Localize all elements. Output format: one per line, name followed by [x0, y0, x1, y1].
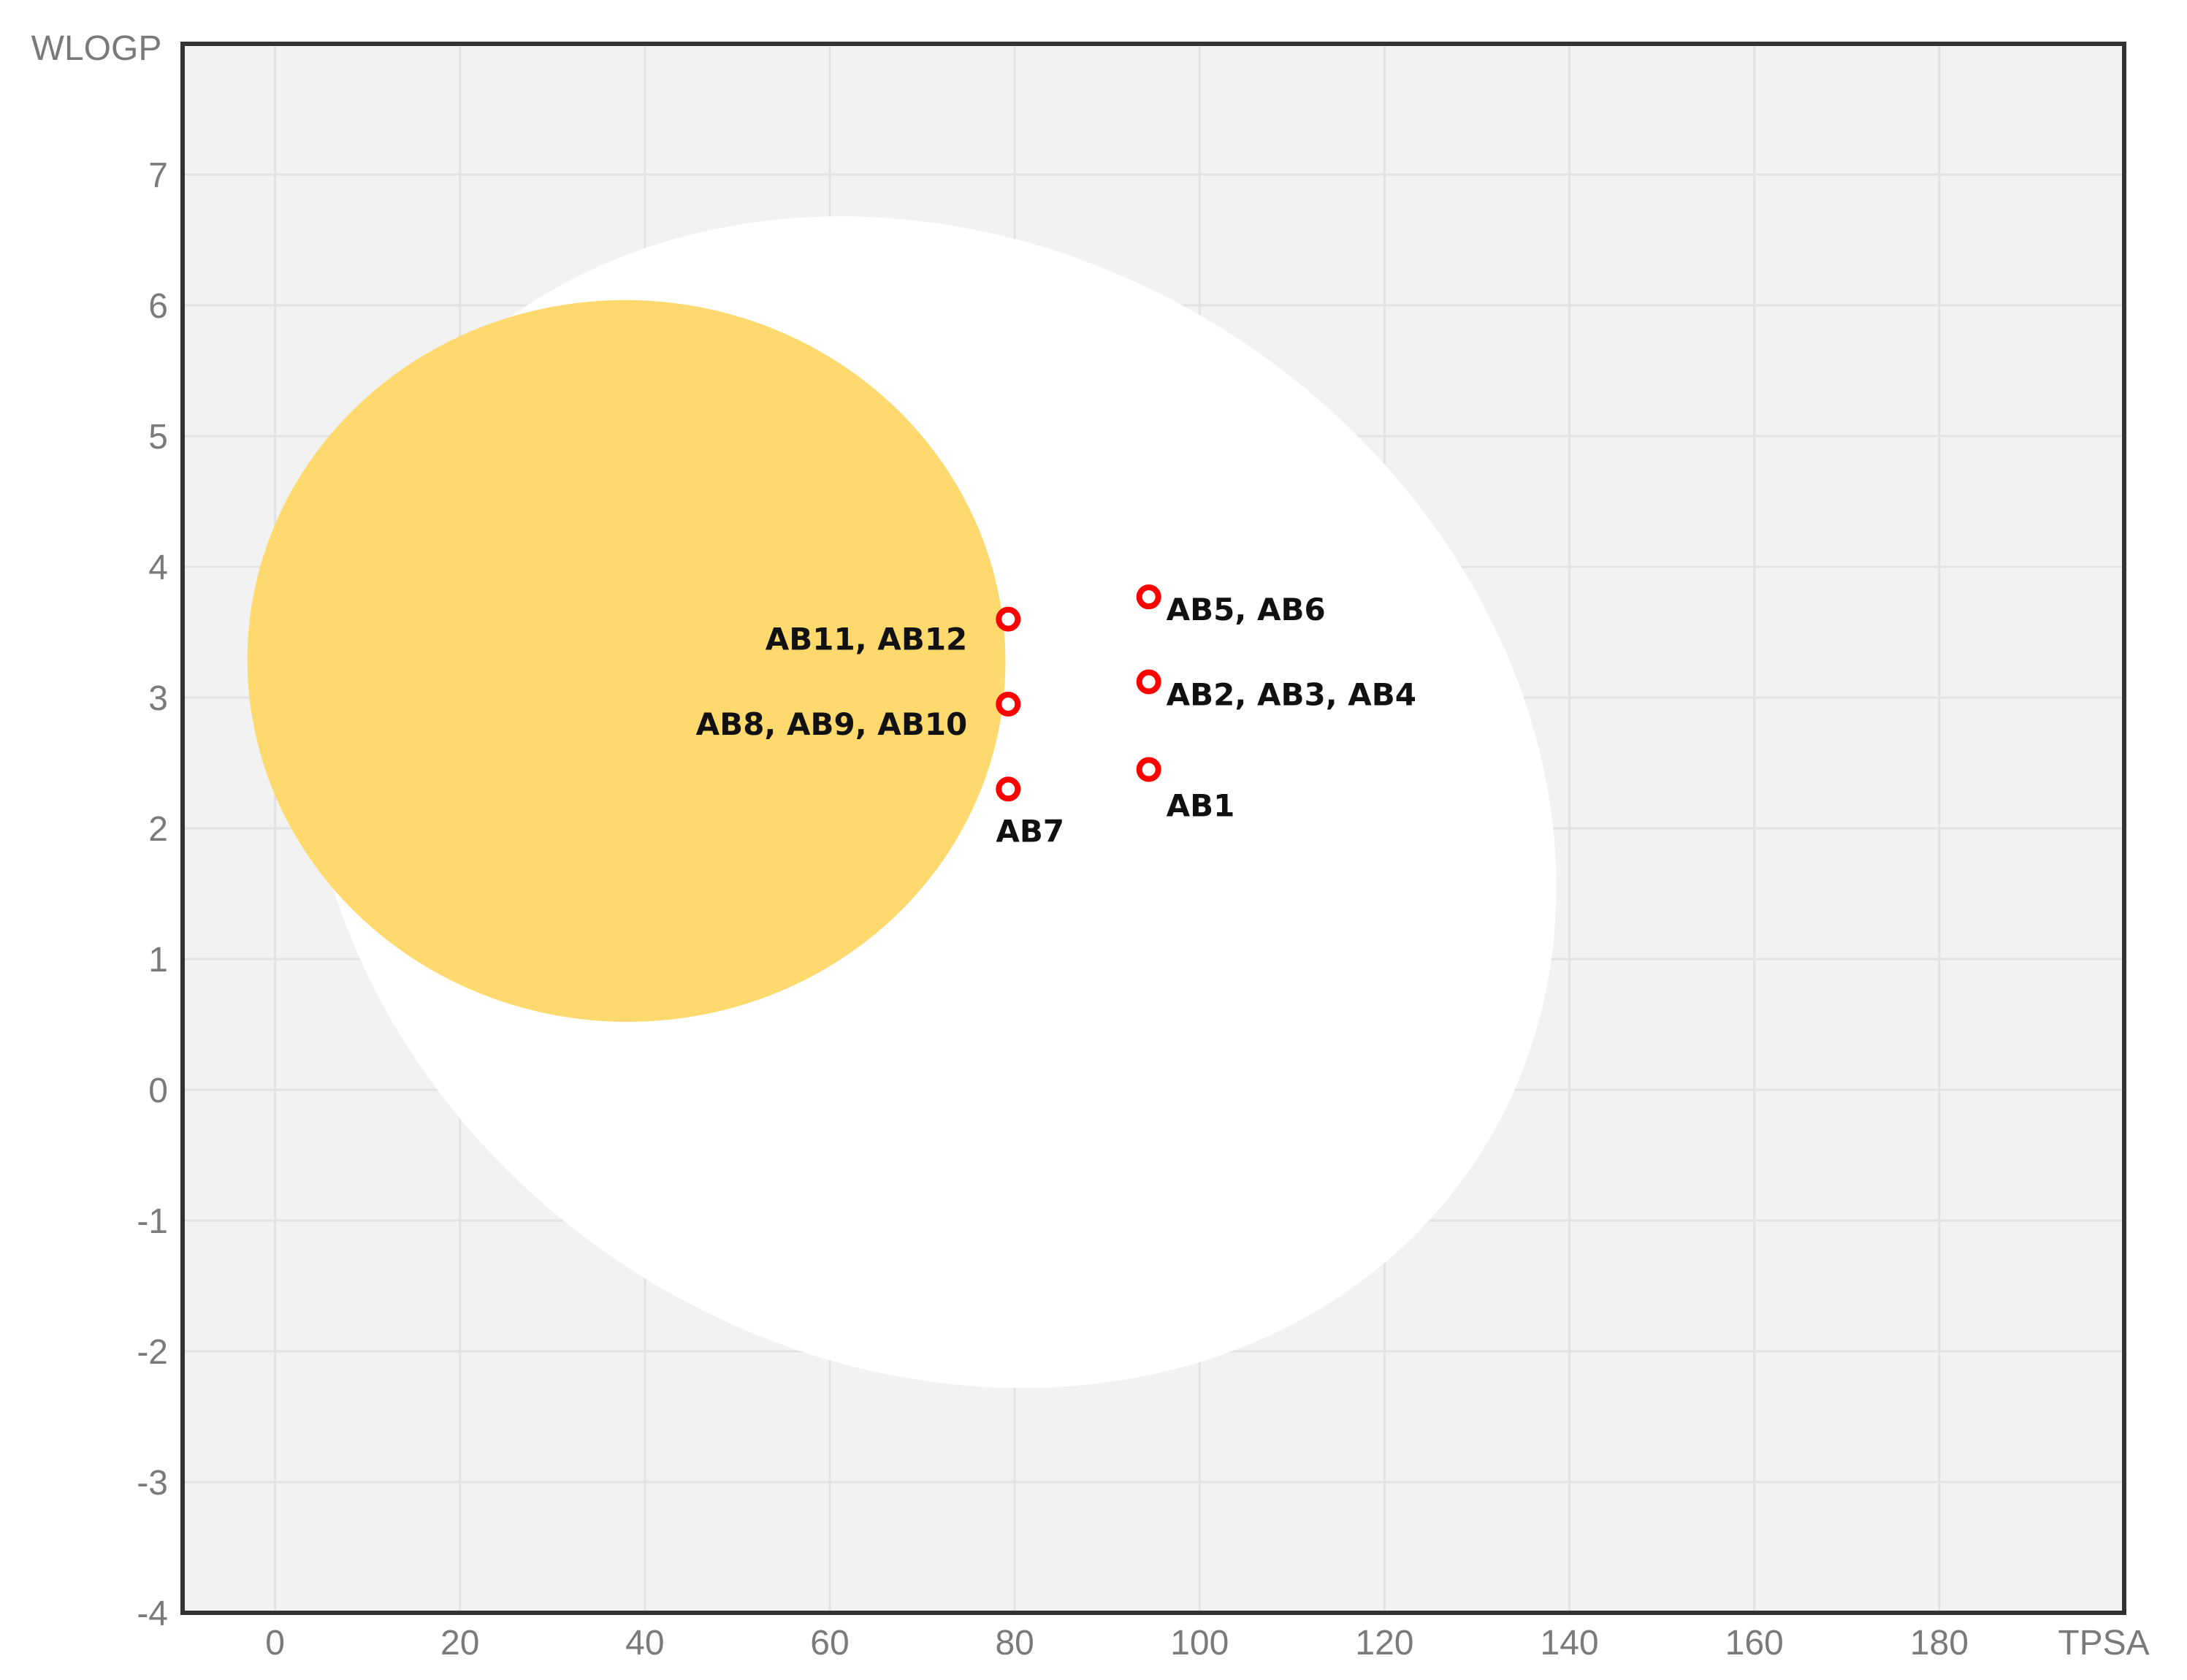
x-tick-label-40: 40: [625, 1624, 664, 1662]
x-axis-title: TPSA: [2058, 1624, 2149, 1662]
y-tick-label--4: -4: [137, 1595, 168, 1633]
data-point-4: [1136, 669, 1161, 695]
y-tick-label-2: 2: [148, 810, 168, 849]
y-tick-label-0: 0: [148, 1072, 168, 1110]
x-tick-label-140: 140: [1541, 1624, 1599, 1662]
y-axis-title: WLOGP: [31, 29, 162, 68]
point-labels: AB11, AB12 AB5, AB6 AB8, AB9, AB10 AB2, AB3…: [696, 592, 1416, 849]
data-point-1: [996, 606, 1021, 632]
point-label-1: AB11, AB12: [766, 622, 968, 657]
y-tick-label--2: -2: [137, 1333, 168, 1372]
yolk-region: [247, 299, 1006, 1022]
y-tick-label-4: 4: [148, 549, 168, 587]
data-point-2: [1136, 584, 1161, 610]
x-tick-label-120: 120: [1355, 1624, 1413, 1662]
regions: [247, 216, 1557, 1389]
x-tick-label-100: 100: [1170, 1624, 1229, 1662]
x-tick-label-20: 20: [440, 1624, 479, 1662]
point-label-5: AB7: [996, 813, 1064, 849]
point-label-4: AB2, AB3, AB4: [1167, 677, 1416, 713]
y-tick-label--1: -1: [137, 1202, 168, 1241]
y-tick-label-7: 7: [148, 156, 168, 195]
plot-frame: [180, 42, 2126, 1615]
tick-labels: 0 20 40 60 80 100 120 140 160 180 -4 -3 -2 -1 0 1 2 3 4 5 6 7: [137, 156, 1969, 1662]
x-tick-label-80: 80: [995, 1624, 1034, 1662]
data-point-6: [1136, 757, 1161, 782]
y-tick-label--3: -3: [137, 1464, 168, 1503]
x-tick-label-0: 0: [265, 1624, 285, 1662]
y-tick-label-6: 6: [148, 287, 168, 326]
point-label-2: AB5, AB6: [1167, 592, 1326, 627]
data-points: [996, 584, 1161, 802]
x-tick-label-180: 180: [1910, 1624, 1969, 1662]
x-tick-label-60: 60: [810, 1624, 849, 1662]
y-tick-label-3: 3: [148, 679, 168, 718]
data-point-3: [996, 691, 1021, 717]
y-tick-label-5: 5: [148, 418, 168, 457]
plot-border: [180, 42, 2126, 1615]
y-tick-label-1: 1: [148, 941, 168, 980]
point-label-3: AB8, AB9, AB10: [696, 706, 968, 742]
point-label-6: AB1: [1167, 787, 1235, 823]
x-tick-label-160: 160: [1725, 1624, 1784, 1662]
data-point-5: [996, 776, 1021, 802]
